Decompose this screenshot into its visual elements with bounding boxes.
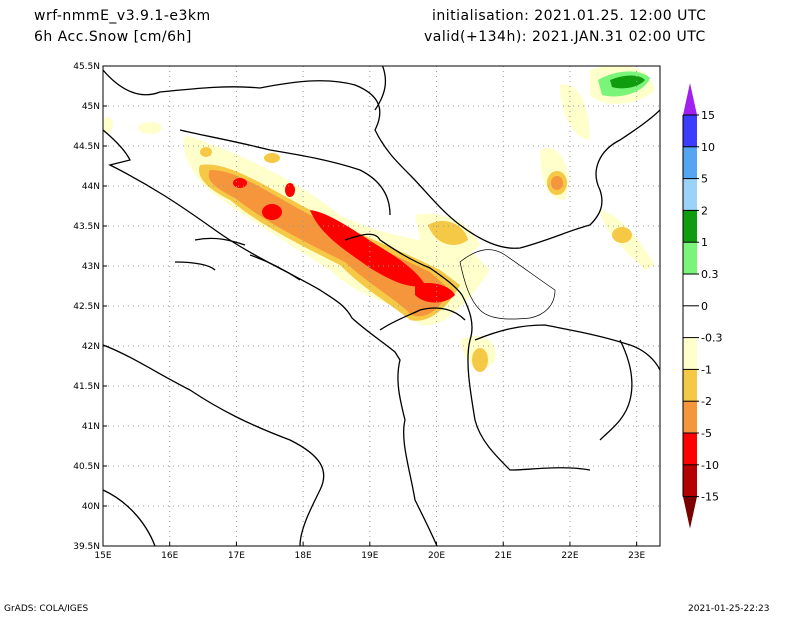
colorbar-label: 2 bbox=[701, 204, 708, 217]
lat-label: 43.5N bbox=[73, 222, 100, 232]
lat-label: 39.5N bbox=[73, 542, 100, 552]
lat-label: 45.5N bbox=[73, 62, 100, 72]
lon-label: 17E bbox=[228, 551, 245, 561]
kosovo-border bbox=[459, 249, 556, 320]
colorbar: 15 10 5 2 1 0.3 0 -0.3 -1 -2 -5 -10 -15 bbox=[682, 83, 722, 529]
axis-ticks: 15E 16E 17E 18E 19E 20E 21E 22E 23E 45.5N 45N 44.5N… bbox=[73, 62, 645, 561]
lon-label: 23E bbox=[628, 551, 645, 561]
colorbar-segment bbox=[683, 210, 697, 243]
colorbar-label: 10 bbox=[701, 141, 715, 154]
lon-label: 16E bbox=[161, 551, 178, 561]
colorbar-label: 0.3 bbox=[701, 268, 719, 281]
colorbar-segment bbox=[683, 433, 697, 465]
lat-label: 41.5N bbox=[73, 382, 100, 392]
lon-label: 15E bbox=[94, 551, 111, 561]
variable-title: 6h Acc.Snow [cm/6h] bbox=[34, 29, 192, 45]
lon-label: 18E bbox=[295, 551, 312, 561]
lon-label: 19E bbox=[361, 551, 378, 561]
colorbar-top-arrow bbox=[683, 83, 697, 115]
colorbar-label: -15 bbox=[701, 491, 719, 504]
colorbar-label: 1 bbox=[701, 236, 708, 249]
colorbar-label: -10 bbox=[701, 459, 719, 472]
colorbar-segment bbox=[683, 178, 697, 211]
coastlines-borders bbox=[103, 66, 660, 546]
colorbar-segment bbox=[683, 464, 697, 497]
colorbar-segment bbox=[683, 115, 697, 147]
colorbar-segment bbox=[683, 305, 697, 338]
valid-time: valid(+134h): 2021.JAN.31 02:00 UTC bbox=[424, 29, 706, 45]
colorbar-label: 0 bbox=[701, 300, 708, 313]
lat-label: 42N bbox=[82, 342, 100, 352]
colorbar-segment bbox=[683, 337, 697, 370]
colorbar-label: 5 bbox=[701, 173, 708, 186]
footer-credit: GrADS: COLA/IGES bbox=[4, 604, 89, 614]
lat-label: 44N bbox=[82, 182, 100, 192]
lat-label: 45N bbox=[82, 102, 100, 112]
lon-label: 21E bbox=[495, 551, 512, 561]
colorbar-segment bbox=[683, 369, 697, 402]
colorbar-bottom-arrow bbox=[683, 496, 697, 529]
colorbar-segment bbox=[683, 274, 697, 306]
lat-label: 42.5N bbox=[73, 302, 100, 312]
colorbar-segment bbox=[683, 146, 697, 179]
lat-label: 44.5N bbox=[73, 142, 100, 152]
initialisation-time: initialisation: 2021.01.25. 12:00 UTC bbox=[432, 8, 707, 24]
colorbar-label: -5 bbox=[701, 427, 712, 440]
colorbar-segment bbox=[683, 401, 697, 433]
lon-label: 20E bbox=[428, 551, 445, 561]
colorbar-label: -1 bbox=[701, 363, 712, 376]
colorbar-label: -0.3 bbox=[701, 332, 722, 345]
model-name: wrf-nmmE_v3.9.1-e3km bbox=[34, 8, 211, 24]
colorbar-segment bbox=[683, 242, 697, 274]
lat-label: 43N bbox=[82, 262, 100, 272]
gridlines bbox=[103, 66, 660, 546]
lat-label: 41N bbox=[82, 422, 100, 432]
lon-label: 22E bbox=[561, 551, 578, 561]
lat-label: 40N bbox=[82, 502, 100, 512]
snow-field bbox=[103, 66, 655, 372]
footer-timestamp: 2021-01-25-22:23 bbox=[688, 604, 770, 614]
lat-label: 40.5N bbox=[73, 462, 100, 472]
colorbar-label: -2 bbox=[701, 395, 712, 408]
colorbar-label: 15 bbox=[701, 109, 715, 122]
